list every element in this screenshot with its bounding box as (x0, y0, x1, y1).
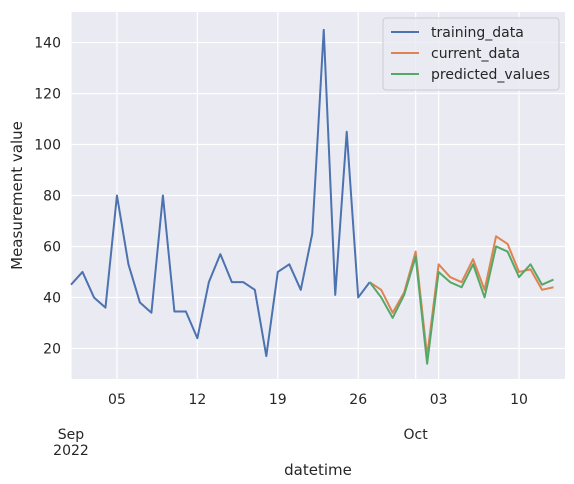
series-lines (70, 28, 554, 365)
y-tick-label: 60 (43, 239, 61, 255)
series-line-current-data (369, 235, 554, 358)
series-line-training-data (70, 28, 371, 358)
x-tick-labels: 05 12 19 26 03 10 Sep 2022 Oct (53, 392, 528, 459)
x-tick-label: 10 (510, 392, 528, 408)
x-month-name: Oct (404, 427, 429, 443)
x-tick-label: 26 (349, 392, 367, 408)
y-tick-label: 140 (34, 36, 61, 52)
series-line-predicted-values (368, 245, 554, 365)
y-tick-label: 80 (43, 189, 61, 205)
grid-lines (70, 12, 565, 379)
y-tick-label: 100 (34, 138, 61, 154)
x-tick-label: 19 (269, 392, 287, 408)
legend: training_data current_data predicted_value… (382, 17, 560, 91)
y-tick-labels: 20 40 60 80 100 120 140 (34, 36, 61, 358)
legend-label-training-data: training_data (431, 25, 524, 41)
x-month-label: Oct (404, 427, 429, 443)
x-month-name: Sep (58, 427, 85, 443)
x-tick-label: 12 (188, 392, 206, 408)
x-tick-label: 05 (108, 392, 126, 408)
y-tick-label: 20 (43, 341, 61, 357)
y-axis-label: Measurement value (8, 121, 26, 270)
x-month-label: Sep 2022 (53, 427, 89, 459)
legend-box (382, 17, 560, 91)
x-tick-label: 03 (430, 392, 448, 408)
x-year-label: 2022 (53, 443, 89, 459)
legend-label-current-data: current_data (431, 46, 520, 62)
legend-label-predicted-values: predicted_values (431, 67, 550, 83)
y-tick-label: 120 (34, 87, 61, 103)
x-axis-label: datetime (284, 461, 352, 479)
y-tick-label: 40 (43, 290, 61, 306)
